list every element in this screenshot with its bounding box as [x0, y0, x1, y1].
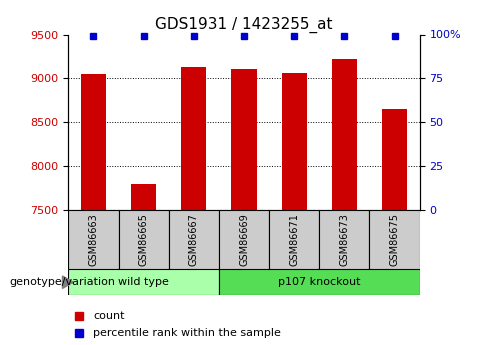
Bar — [369, 210, 420, 269]
Text: GSM86669: GSM86669 — [239, 214, 249, 266]
Bar — [119, 210, 169, 269]
Text: GSM86673: GSM86673 — [339, 213, 349, 266]
Bar — [282, 73, 307, 210]
Bar — [269, 210, 319, 269]
Text: GSM86667: GSM86667 — [189, 213, 199, 266]
Text: GSM86665: GSM86665 — [139, 213, 149, 266]
Text: count: count — [93, 311, 124, 321]
Text: wild type: wild type — [118, 277, 169, 287]
Bar — [382, 109, 407, 210]
Bar — [68, 269, 219, 295]
Bar — [219, 210, 269, 269]
Bar — [131, 184, 156, 210]
Polygon shape — [62, 276, 73, 288]
Bar — [81, 74, 106, 210]
Bar — [332, 59, 357, 210]
Bar — [181, 67, 206, 210]
Text: GSM86663: GSM86663 — [88, 214, 99, 266]
Text: percentile rank within the sample: percentile rank within the sample — [93, 328, 281, 338]
Text: p107 knockout: p107 knockout — [278, 277, 361, 287]
Title: GDS1931 / 1423255_at: GDS1931 / 1423255_at — [155, 17, 333, 33]
Bar — [231, 69, 257, 210]
Bar — [219, 269, 420, 295]
Text: genotype/variation: genotype/variation — [10, 277, 116, 287]
Text: GSM86671: GSM86671 — [289, 213, 299, 266]
Bar — [319, 210, 369, 269]
Bar — [169, 210, 219, 269]
Text: GSM86675: GSM86675 — [389, 213, 400, 266]
Bar — [68, 210, 119, 269]
